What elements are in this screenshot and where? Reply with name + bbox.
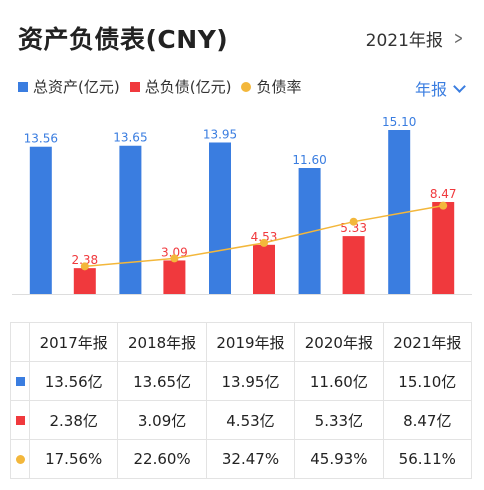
table-cell: 13.56亿 — [28, 361, 119, 401]
ratio-point — [170, 254, 179, 263]
row-marker — [10, 400, 30, 440]
frequency-label: 年报 — [414, 80, 447, 99]
table-row-liabilities: 2.38亿 3.09亿 4.53亿 5.33亿 8.47亿 — [10, 400, 473, 440]
table-row-ratio: 17.56% 22.60% 32.47% 45.93% 56.11% — [10, 439, 473, 479]
ratio-point — [439, 201, 448, 210]
table-cell: 32.47% — [205, 439, 296, 479]
liabilities-marker-icon — [15, 416, 25, 425]
table-cell: 56.11% — [382, 439, 473, 479]
liabilities-data-label: 8.47 — [430, 187, 457, 201]
table-cell: 17.56% — [28, 439, 119, 479]
period-label: 2021年报 — [365, 31, 443, 51]
assets-data-label: 13.95 — [203, 127, 237, 141]
assets-data-label: 13.56 — [24, 132, 58, 146]
liabilities-bar — [73, 268, 96, 294]
assets-data-label: 13.65 — [113, 131, 147, 145]
legend-item-liabilities[interactable]: 总负债(亿元) — [129, 76, 232, 97]
assets-data-label: 15.10 — [382, 115, 416, 129]
table-cell: 13.95亿 — [205, 361, 296, 401]
chart-legend: 总资产(亿元) 总负债(亿元) 负债率 — [18, 76, 311, 97]
chevron-down-icon — [453, 79, 466, 93]
ratio-point — [80, 262, 89, 271]
liabilities-data-label: 3.09 — [161, 245, 188, 259]
period-selector[interactable]: 2021年报 > — [366, 26, 466, 51]
table-header-cell: 2020年报 — [294, 322, 384, 362]
ratio-point — [260, 238, 268, 247]
legend-item-assets[interactable]: 总资产(亿元) — [18, 76, 120, 97]
ratio-marker-icon — [15, 455, 25, 464]
assets-marker-icon — [15, 377, 25, 386]
table-cell: 15.10亿 — [382, 361, 473, 401]
liabilities-bar — [342, 236, 365, 294]
liabilities-data-label: 2.38 — [71, 253, 98, 267]
assets-bar — [29, 146, 52, 294]
table-cell: 11.60亿 — [294, 361, 384, 401]
assets-bar — [209, 142, 231, 294]
liabilities-swatch-icon — [129, 81, 140, 92]
table-header-cell: 2021年报 — [382, 322, 473, 362]
table-header-row: 2017年报 2018年报 2019年报 2020年报 2021年报 — [10, 322, 473, 362]
table-row-assets: 13.56亿 13.65亿 13.95亿 11.60亿 15.10亿 — [10, 361, 473, 401]
row-marker — [10, 439, 30, 479]
legend-label-liabilities: 总负债(亿元) — [144, 78, 232, 96]
row-marker — [10, 361, 30, 401]
table-header-cell: 2018年报 — [117, 322, 207, 362]
liabilities-bar — [253, 244, 275, 294]
table-header-cell: 2019年报 — [205, 322, 296, 362]
assets-swatch-icon — [18, 81, 28, 92]
ratio-point — [349, 217, 358, 226]
assets-bar — [388, 130, 411, 294]
legend-label-assets: 总资产(亿元) — [33, 78, 120, 96]
liabilities-data-label: 4.53 — [251, 230, 278, 244]
table-cell: 22.60% — [117, 439, 207, 479]
assets-bar — [119, 145, 142, 294]
table-cell: 8.47亿 — [382, 400, 473, 440]
header-corner — [10, 322, 30, 362]
liabilities-bar — [163, 260, 186, 294]
table-header-cell: 2017年报 — [28, 322, 119, 362]
balance-sheet-chart: 13.56 2.38 13.65 3.09 13.95 4.53 11.60 5.33 15.1… — [12, 115, 472, 295]
liabilities-bar — [432, 202, 455, 294]
legend-label-ratio: 负债率 — [256, 78, 302, 96]
chevron-right-icon: > — [453, 28, 463, 49]
data-table: 2017年报 2018年报 2019年报 2020年报 2021年报 13.56… — [10, 322, 473, 479]
page-title: 资产负债表(CNY) — [18, 25, 229, 54]
table-cell: 4.53亿 — [205, 400, 296, 440]
legend-item-ratio[interactable]: 负债率 — [241, 76, 301, 97]
ratio-dot-icon — [241, 81, 252, 92]
table-cell: 45.93% — [294, 439, 384, 479]
table-cell: 5.33亿 — [294, 400, 384, 440]
frequency-dropdown[interactable]: 年报 — [414, 76, 466, 100]
table-cell: 2.38亿 — [28, 400, 119, 440]
assets-data-label: 11.60 — [292, 153, 326, 167]
liabilities-data-label: 5.33 — [340, 221, 367, 235]
table-cell: 3.09亿 — [117, 400, 207, 440]
assets-bar — [298, 168, 321, 294]
table-cell: 13.65亿 — [117, 361, 207, 401]
